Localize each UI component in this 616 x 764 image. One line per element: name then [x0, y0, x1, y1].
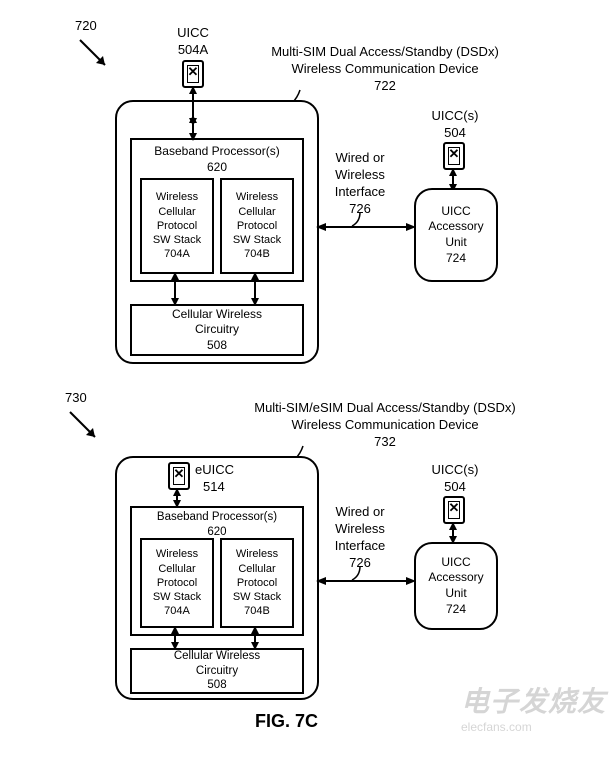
cb3: 508: [207, 678, 226, 693]
sb2: Cellular: [238, 205, 275, 219]
uiccs-label-bottom: UICC(s) 504: [425, 462, 485, 496]
wm2: elecfans.com: [461, 720, 532, 734]
circuitry-box-top: Cellular Wireless Circuitry 508: [130, 304, 304, 356]
arrow-dev-acc-bottom: [316, 574, 416, 588]
sbb5: 704B: [244, 604, 270, 618]
arrow-sb-circ-top: [248, 272, 262, 308]
sim-icon-euicc: [168, 462, 190, 490]
sab5: 704A: [164, 604, 190, 618]
ifb1: Wired or: [335, 504, 384, 519]
acb3: Unit: [445, 586, 466, 602]
acb4: 724: [446, 602, 466, 618]
stack-b-top: Wireless Cellular Protocol SW Stack 704B: [220, 178, 294, 274]
if2: Wireless: [335, 167, 385, 182]
stack-b-bottom: Wireless Cellular Protocol SW Stack 704B: [220, 538, 294, 628]
ifb3: Interface: [335, 538, 386, 553]
sb3: Protocol: [237, 219, 277, 233]
arrow-730: [60, 402, 100, 442]
sim-icon-504-bottom: [443, 496, 465, 524]
if3: Interface: [335, 184, 386, 199]
bb-ref: 620: [207, 160, 227, 174]
sbb3: Protocol: [237, 576, 277, 590]
acb1: UICC: [441, 555, 470, 571]
sab3: Protocol: [157, 576, 197, 590]
stack-a-bottom: Wireless Cellular Protocol SW Stack 704A: [140, 538, 214, 628]
ac3: Unit: [445, 235, 466, 251]
sb1: Wireless: [236, 190, 278, 204]
uicc-a-label: UICC 504A: [168, 25, 218, 59]
dtb3: 732: [374, 434, 396, 449]
c3: 508: [207, 338, 227, 354]
sbb4: SW Stack: [233, 590, 281, 604]
sb5: 704B: [244, 247, 270, 261]
usb1: UICC(s): [432, 462, 479, 477]
accessory-box-bottom: UICC Accessory Unit 724: [414, 542, 498, 630]
stack-a-top: Wireless Cellular Protocol SW Stack 704A: [140, 178, 214, 274]
dtb1: Multi-SIM/eSIM Dual Access/Standby (DSDx…: [254, 400, 516, 415]
sbb2: Cellular: [238, 562, 275, 576]
cb2: Circuitry: [196, 664, 238, 679]
sab1: Wireless: [156, 547, 198, 561]
wm1: 电子发烧友: [461, 686, 606, 717]
arrow-sa-circ-top: [168, 272, 182, 308]
sab4: SW Stack: [153, 590, 201, 604]
ifb2: Wireless: [335, 521, 385, 536]
bb-l1: Baseband Processor(s): [154, 144, 279, 158]
arrow-720: [70, 30, 110, 70]
ac4: 724: [446, 251, 466, 267]
interface-label-top: Wired or Wireless Interface 726: [325, 150, 395, 218]
uiccs-label-top: UICC(s) 504: [425, 108, 485, 142]
uicc-a-ref: 504A: [178, 42, 208, 57]
arrow-sa-circ-bottom: [168, 626, 182, 652]
acb2: Accessory: [428, 570, 483, 586]
sim-icon-504a: [182, 60, 204, 88]
watermark: 电子发烧友 elecfans.com: [461, 680, 606, 734]
sa3: Protocol: [157, 219, 197, 233]
sb4: SW Stack: [233, 233, 281, 247]
dt3: 722: [374, 78, 396, 93]
bbb1: Baseband Processor(s): [157, 511, 277, 523]
sa2: Cellular: [158, 205, 195, 219]
dt2: Wireless Communication Device: [291, 61, 478, 76]
ac1: UICC: [441, 204, 470, 220]
usb2: 504: [444, 479, 466, 494]
euicc-label: eUICC 514: [195, 462, 255, 496]
us1: UICC(s): [432, 108, 479, 123]
uicc-a-text: UICC: [177, 25, 209, 40]
eu1: eUICC: [195, 462, 234, 477]
c1: Cellular Wireless: [172, 307, 262, 323]
c2: Circuitry: [195, 322, 239, 338]
us2: 504: [444, 125, 466, 140]
sa5: 704A: [164, 247, 190, 261]
device-title-top: Multi-SIM Dual Access/Standby (DSDx) Wir…: [245, 44, 525, 95]
bbb2: 620: [207, 526, 226, 538]
arrow-sb-circ-bottom: [248, 626, 262, 652]
dtb2: Wireless Communication Device: [291, 417, 478, 432]
if1: Wired or: [335, 150, 384, 165]
circuitry-box-bottom: Cellular Wireless Circuitry 508: [130, 648, 304, 694]
sim-icon-504-top: [443, 142, 465, 170]
ac2: Accessory: [428, 219, 483, 235]
accessory-box-top: UICC Accessory Unit 724: [414, 188, 498, 282]
arrow-bb-int-top: [186, 115, 200, 143]
dt1: Multi-SIM Dual Access/Standby (DSDx): [271, 44, 499, 59]
sab2: Cellular: [158, 562, 195, 576]
figure-label: FIG. 7C: [255, 710, 318, 733]
sa1: Wireless: [156, 190, 198, 204]
sa4: SW Stack: [153, 233, 201, 247]
device-title-bottom: Multi-SIM/eSIM Dual Access/Standby (DSDx…: [230, 400, 540, 451]
eu2: 514: [203, 479, 225, 494]
sbb1: Wireless: [236, 547, 278, 561]
interface-label-bottom: Wired or Wireless Interface 726: [325, 504, 395, 572]
arrow-dev-acc-top: [316, 220, 416, 234]
